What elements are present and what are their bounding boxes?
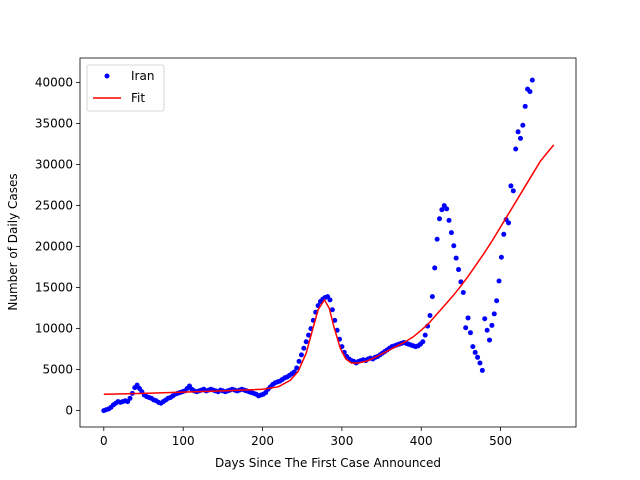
plot-frame	[79, 57, 577, 428]
data-point	[127, 395, 133, 401]
y-tick-label: 20000	[35, 240, 73, 254]
data-point	[496, 278, 502, 284]
data-point	[439, 207, 445, 213]
data-point	[520, 122, 526, 128]
data-point	[527, 89, 533, 95]
data-point	[327, 297, 333, 303]
data-point	[460, 290, 466, 296]
data-point	[487, 337, 492, 343]
data-point	[303, 339, 309, 345]
data-point	[515, 129, 521, 135]
y-tick-label: 5000	[42, 363, 73, 377]
data-point	[332, 317, 338, 323]
data-point	[296, 358, 302, 364]
y-axis-label: Number of Daily Cases	[6, 173, 20, 310]
data-point	[427, 312, 433, 318]
data-point	[472, 349, 478, 355]
data-point	[301, 345, 307, 351]
y-tick-label: 15000	[35, 281, 73, 295]
data-point	[522, 103, 528, 109]
data-point	[434, 236, 440, 242]
data-point	[298, 352, 304, 358]
x-tick-label: 500	[489, 434, 512, 448]
data-point	[498, 254, 504, 260]
series-fit-line	[103, 144, 555, 395]
data-point	[465, 315, 471, 321]
data-point	[470, 344, 476, 350]
data-point	[494, 298, 500, 304]
data-point	[467, 330, 473, 336]
legend-label-fit: Fit	[131, 91, 145, 105]
data-point	[491, 311, 497, 317]
data-point	[444, 206, 450, 212]
legend: Iran Fit	[86, 64, 165, 112]
data-point	[294, 365, 300, 371]
data-point	[432, 265, 438, 271]
data-point	[508, 183, 514, 189]
data-point	[479, 367, 485, 373]
x-axis: 0 100 200 300 400 500	[100, 427, 512, 448]
legend-marker-iran	[104, 73, 110, 79]
data-point	[513, 146, 519, 152]
data-point	[517, 135, 523, 141]
x-axis-label: Days Since The First Case Announced	[215, 456, 441, 470]
x-tick-label: 200	[251, 434, 274, 448]
x-tick-label: 400	[410, 434, 433, 448]
x-tick-label: 300	[330, 434, 353, 448]
data-point	[463, 325, 469, 331]
data-point	[484, 327, 490, 333]
data-point	[420, 339, 426, 345]
data-point	[453, 255, 459, 261]
y-tick-label: 30000	[35, 158, 73, 172]
legend-label-iran: Iran	[131, 69, 154, 83]
data-point	[429, 294, 435, 300]
data-point	[448, 230, 454, 236]
data-point	[482, 316, 488, 322]
data-point	[306, 332, 312, 338]
data-point	[422, 332, 428, 338]
data-point	[489, 322, 495, 328]
x-tick-label: 0	[100, 434, 108, 448]
data-point	[475, 354, 481, 360]
y-tick-label: 0	[65, 404, 73, 418]
data-point	[477, 360, 483, 366]
y-tick-label: 10000	[35, 322, 73, 336]
y-tick-label: 25000	[35, 199, 73, 213]
data-point	[501, 231, 507, 237]
x-tick-label: 100	[172, 434, 195, 448]
data-point	[451, 243, 457, 249]
data-point	[329, 307, 335, 313]
y-tick-label: 35000	[35, 117, 73, 131]
plot-marks	[101, 77, 555, 414]
data-point	[529, 77, 535, 83]
data-point	[456, 267, 462, 273]
data-point	[506, 220, 512, 226]
y-axis: 0 5000 10000 15000 20000 25000 30000 35000 40000	[35, 76, 80, 418]
data-point	[446, 217, 452, 223]
data-point	[510, 188, 516, 194]
data-point	[437, 216, 442, 222]
y-tick-label: 40000	[35, 76, 73, 90]
